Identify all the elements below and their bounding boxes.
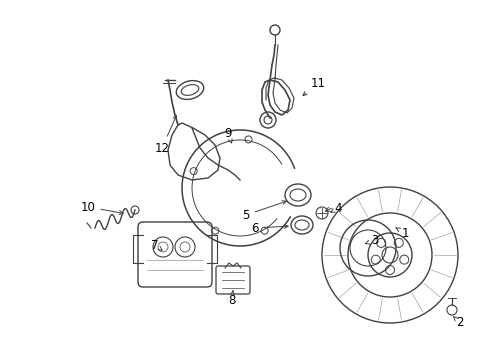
Text: 3: 3 (365, 234, 378, 247)
Text: 1: 1 (395, 226, 408, 239)
Text: 11: 11 (303, 77, 325, 95)
Text: 2: 2 (452, 316, 463, 329)
Text: 6: 6 (251, 221, 287, 234)
Text: 7: 7 (151, 239, 162, 252)
Text: 12: 12 (154, 116, 176, 154)
Text: 10: 10 (81, 201, 123, 215)
Text: 8: 8 (228, 291, 235, 306)
Text: 5: 5 (242, 201, 286, 221)
Text: 9: 9 (224, 126, 232, 143)
Text: 4: 4 (330, 202, 341, 215)
